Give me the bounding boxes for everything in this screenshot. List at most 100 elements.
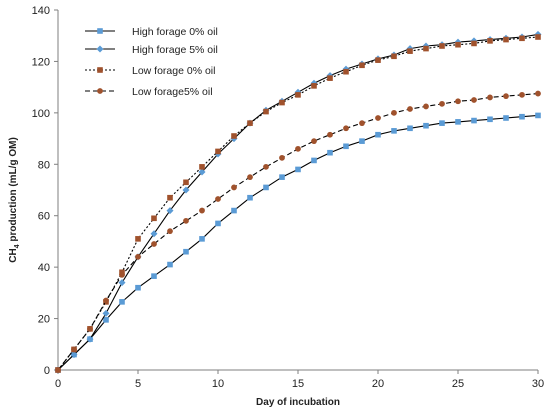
- y-tick-label: 20: [38, 314, 50, 326]
- data-point: [279, 99, 285, 106]
- data-point: [519, 91, 525, 98]
- data-point: [135, 236, 141, 242]
- x-axis-title: Day of incubation: [256, 397, 340, 408]
- axes-layer: [57, 10, 538, 371]
- data-point: [183, 217, 189, 224]
- data-point: [87, 325, 93, 332]
- data-point: [199, 236, 205, 242]
- y-tick-label: 80: [38, 159, 50, 171]
- y-axis-title: CH4 production (mL/g OM): [8, 137, 21, 263]
- data-point: [375, 57, 381, 63]
- data-point: [423, 103, 429, 110]
- data-point: [167, 194, 173, 201]
- data-point: [391, 128, 397, 134]
- data-point: [471, 40, 477, 47]
- x-tick-label: 30: [532, 378, 544, 390]
- data-point: [295, 145, 301, 152]
- x-tick-label: 5: [135, 378, 141, 390]
- series-1: [55, 112, 541, 373]
- data-point: [391, 109, 397, 116]
- legend-label: High forage 0% oil: [132, 26, 218, 38]
- data-point: [471, 97, 477, 103]
- legend-item-2: High forage 5% oil: [85, 44, 218, 56]
- data-point: [407, 125, 413, 132]
- legend-marker: [97, 88, 103, 94]
- data-point: [199, 164, 205, 170]
- data-point: [487, 94, 493, 101]
- data-point: [455, 98, 461, 105]
- y-axis-title-main: CH: [8, 248, 19, 262]
- y-tick-label: 60: [38, 211, 50, 223]
- data-point: [487, 38, 493, 44]
- data-point: [327, 75, 333, 81]
- x-tick-label: 20: [372, 378, 384, 390]
- data-point: [503, 93, 509, 100]
- data-point: [279, 174, 285, 180]
- data-point: [215, 196, 221, 202]
- x-tick-label: 0: [55, 378, 61, 390]
- data-point: [359, 138, 365, 144]
- series-3: [55, 34, 541, 373]
- data-point: [343, 125, 349, 132]
- data-point: [86, 335, 94, 343]
- data-point: [327, 149, 333, 156]
- data-point: [102, 309, 110, 317]
- data-point: [519, 35, 525, 42]
- data-point: [118, 279, 126, 287]
- data-point: [519, 113, 525, 120]
- x-tick-label: 25: [452, 378, 464, 390]
- data-point: [247, 120, 253, 126]
- series-line: [57, 93, 539, 371]
- data-point: [150, 230, 158, 238]
- legend-item-1: High forage 0% oil: [85, 26, 218, 38]
- series-layer: [54, 30, 542, 374]
- x-tick-label: 15: [292, 378, 304, 390]
- data-point: [167, 261, 173, 268]
- data-point: [167, 228, 173, 235]
- data-point: [375, 131, 381, 138]
- legend-label: High forage 5% oil: [132, 44, 218, 56]
- legend-marker: [96, 45, 104, 53]
- data-point: [535, 90, 541, 97]
- series-2: [54, 30, 542, 374]
- data-point: [503, 115, 509, 121]
- data-point: [455, 119, 461, 125]
- data-point: [375, 115, 381, 121]
- legend: High forage 0% oil High forage 5% oil Low …: [85, 26, 218, 98]
- data-point: [135, 253, 141, 260]
- data-point: [215, 220, 221, 227]
- data-point: [439, 100, 445, 107]
- data-point: [295, 92, 301, 98]
- data-point: [311, 157, 317, 164]
- data-point: [215, 148, 221, 155]
- data-point: [263, 108, 269, 115]
- data-point: [279, 154, 285, 161]
- data-point: [151, 273, 157, 279]
- y-tick-label: 120: [32, 56, 50, 68]
- data-point: [198, 168, 206, 176]
- y-axis-title-rest: production (mL/g OM): [8, 137, 19, 244]
- data-point: [151, 241, 157, 247]
- data-point: [183, 248, 189, 255]
- data-point: [359, 120, 365, 127]
- data-point: [343, 143, 349, 150]
- data-point: [182, 186, 190, 194]
- data-point: [70, 351, 78, 359]
- data-point: [71, 346, 77, 353]
- series-line: [57, 114, 539, 371]
- legend-item-4: Low forage5% oil: [85, 86, 213, 98]
- data-point: [455, 41, 461, 48]
- data-point: [407, 48, 413, 54]
- legend-label: Low forage 0% oil: [132, 65, 215, 77]
- data-point: [199, 207, 205, 214]
- data-point: [295, 166, 301, 173]
- series-line: [57, 33, 539, 371]
- data-point: [135, 284, 141, 291]
- data-point: [343, 68, 349, 75]
- data-point: [166, 207, 174, 215]
- data-point: [407, 106, 413, 112]
- data-point: [311, 138, 317, 145]
- data-point: [423, 45, 429, 52]
